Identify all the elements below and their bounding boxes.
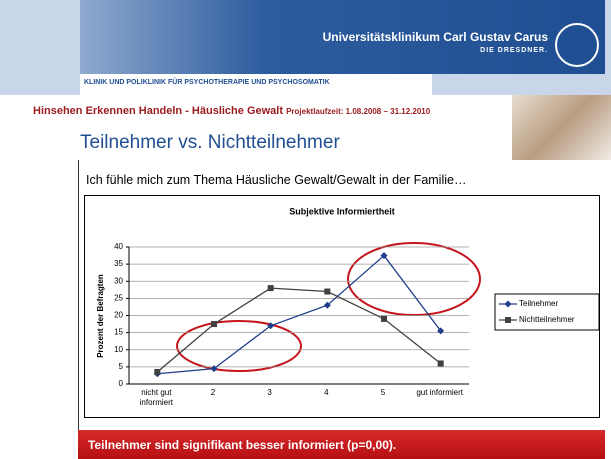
y-tick-label: 0 (119, 379, 124, 388)
data-point (268, 285, 274, 291)
data-point (381, 316, 387, 322)
slide-title: Teilnehmer vs. Nichtteilnehmer (80, 132, 340, 154)
y-tick-label: 10 (114, 345, 123, 354)
y-tick-label: 5 (119, 362, 124, 371)
logo (555, 23, 599, 67)
duration: Projektlaufzeit: 1.08.2008 – 31.12.2010 (286, 107, 430, 116)
clinic: KLINIK UND POLIKLINIK FÜR PSYCHOTHERAPIE… (84, 79, 330, 86)
x-tick-label: 2 (183, 388, 243, 398)
y-tick-label: 40 (114, 242, 123, 251)
divider (78, 160, 79, 459)
chart: Subjektive Informiertheit Prozent der Be… (84, 195, 600, 418)
x-tick-label: 4 (296, 388, 356, 398)
x-tick-label: gut informiert (410, 388, 470, 398)
data-point (211, 321, 217, 327)
y-tick-label: 20 (114, 311, 123, 320)
y-tick-label: 25 (114, 293, 123, 302)
legend-marker (505, 317, 511, 323)
data-point (438, 360, 444, 366)
highlight-ellipse (177, 321, 301, 371)
legend-label: Teilnehmer (519, 299, 558, 308)
data-point (324, 289, 330, 295)
x-tick-label: nicht gut informiert (126, 388, 186, 408)
project: Hinsehen Erkennen Handeln - Häusliche Ge… (33, 105, 430, 117)
chart-title: Subjektive Informiertheit (289, 206, 395, 216)
question: Ich fühle mich zum Thema Häusliche Gewal… (86, 173, 466, 187)
y-tick-label: 15 (114, 328, 123, 337)
photo (512, 95, 611, 160)
conclusion: Teilnehmer sind signifikant besser infor… (88, 438, 396, 452)
tagline: DIE DRESDNER. (418, 47, 548, 54)
y-tick-label: 35 (114, 259, 123, 268)
project-name: Hinsehen Erkennen Handeln - Häusliche Ge… (33, 105, 283, 117)
y-axis-label: Prozent der Befragten (96, 274, 105, 358)
institution: Universitätsklinikum Carl Gustav Carus (318, 30, 548, 44)
x-tick-label: 3 (240, 388, 300, 398)
data-point (154, 369, 160, 375)
y-tick-label: 30 (114, 276, 123, 285)
series-line (157, 288, 440, 372)
legend-label: Nichtteilnehmer (519, 315, 575, 324)
slide: Universitätsklinikum Carl Gustav Carus D… (0, 0, 611, 459)
x-tick-label: 5 (353, 388, 413, 398)
highlight-ellipse (348, 243, 480, 315)
